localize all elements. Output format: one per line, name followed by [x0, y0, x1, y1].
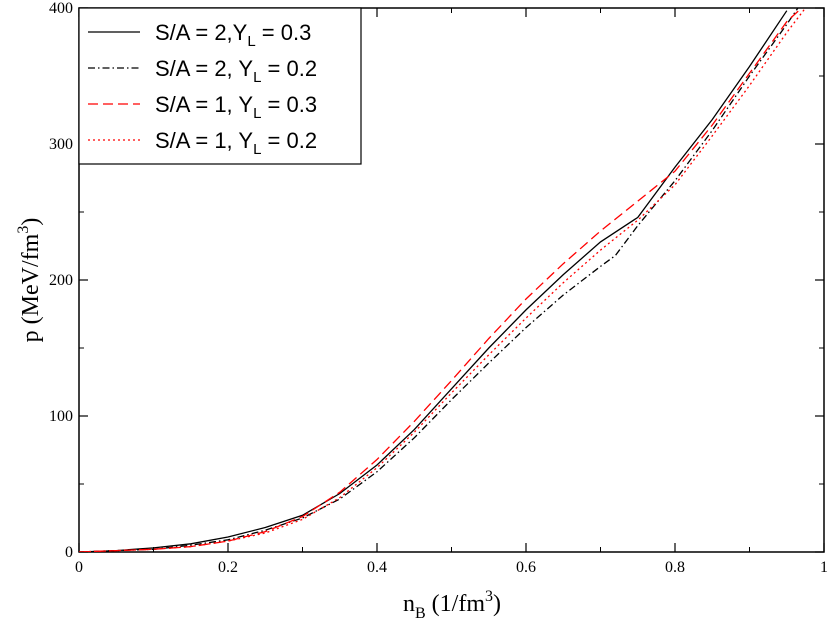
x-tick-label: 1: [820, 559, 828, 576]
legend-label-3: S/A = 1, YL = 0.3: [155, 92, 317, 122]
y-tick-label: 300: [49, 136, 73, 153]
legend-label-4: S/A = 1, YL = 0.2: [155, 128, 317, 158]
y-tick-label: 0: [65, 544, 73, 561]
series-line-1: [79, 10, 788, 552]
x-tick-label: 0.4: [367, 559, 387, 576]
series-line-3: [79, 8, 803, 552]
x-tick-label: 0.6: [516, 559, 536, 576]
legend-label-1: S/A = 2,YL = 0.3: [155, 20, 311, 50]
y-tick-label: 200: [49, 272, 73, 289]
x-tick-label: 0.8: [665, 559, 685, 576]
legend-label-2: S/A = 2, YL = 0.2: [155, 56, 317, 86]
y-tick-label: 100: [49, 408, 73, 425]
axis-ticks: 0 0.2 0.4 0.6 0.8 1 0 100 200 300 400: [49, 0, 828, 576]
x-tick-label: 0.2: [218, 559, 238, 576]
x-axis-label: nB (1/fm3): [403, 588, 501, 622]
series-line-4: [79, 8, 806, 552]
y-tick-label: 400: [49, 0, 73, 17]
legend-box: [78, 7, 362, 165]
x-tick-label: 0: [75, 559, 83, 576]
legend: S/A = 2,YL = 0.3 S/A = 2, YL = 0.2 S/A = 1…: [78, 7, 362, 165]
series-layer: [79, 8, 806, 552]
y-axis-label: p (MeV/fm3): [15, 218, 44, 343]
series-line-2: [79, 8, 799, 552]
